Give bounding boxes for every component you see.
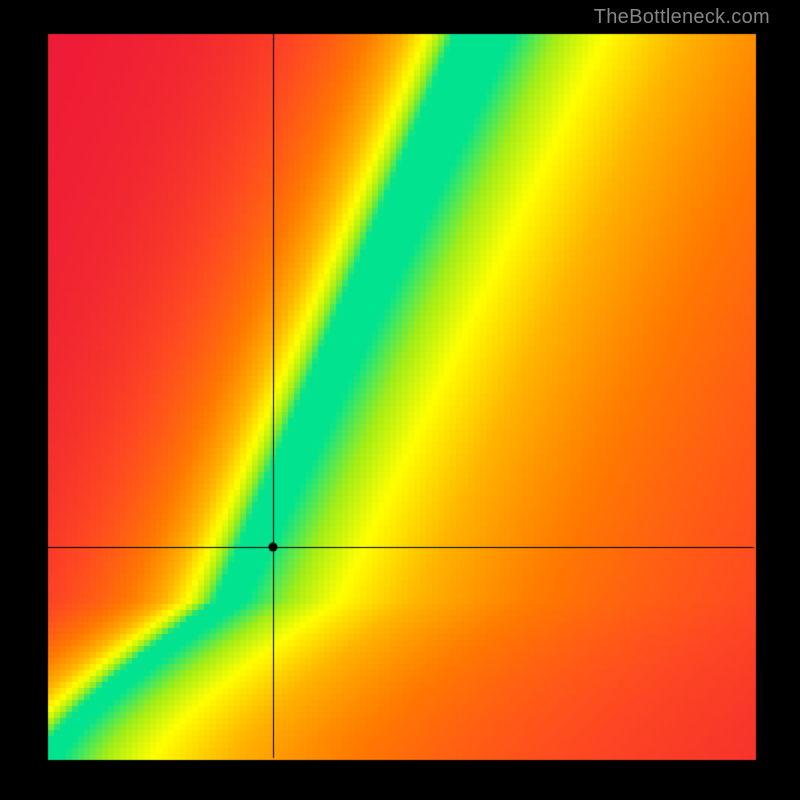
bottleneck-heatmap	[0, 0, 800, 800]
watermark-text: TheBottleneck.com	[594, 6, 770, 29]
